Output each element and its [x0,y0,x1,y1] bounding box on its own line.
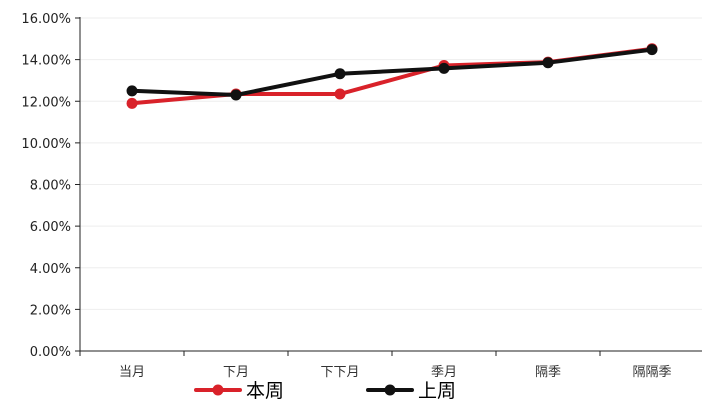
series-lines [126,43,658,109]
y-tick-label: 12.00% [21,95,71,110]
series-1-point [438,62,450,74]
x-tick-label: 下月 [223,365,249,380]
series-line-1 [130,47,654,97]
x-tick-label: 下下月 [320,365,359,380]
y-tick-label: 6.00% [30,220,71,235]
gridlines [80,17,702,310]
series-1-point [230,89,242,101]
x-tick-label: 隔隔季 [632,365,671,380]
series-1-point [542,57,554,69]
legend-label-0: 本周 [246,380,284,402]
y-tick-labels: 0.00% 2.00% 4.00% 6.00% 8.00% 10.00% 12.00% 14.… [21,12,71,360]
series-1-point [334,68,346,80]
legend-marker-1 [384,384,396,396]
series-1-point [126,85,138,97]
legend: 本周 上周 [194,380,456,402]
axes [75,17,702,356]
x-tick-label: 当月 [119,365,145,380]
y-tick-label: 0.00% [30,345,71,360]
y-tick-label: 16.00% [21,12,71,27]
legend-label-1: 上周 [418,380,456,402]
x-tick-labels: 当月 下月 下下月 季月 隔季 隔隔季 [119,365,672,380]
y-tick-label: 4.00% [30,262,71,277]
y-tick-label: 10.00% [21,137,71,152]
y-tick-label: 14.00% [21,54,71,69]
x-tick-label: 季月 [431,365,457,380]
series-1-point [646,44,658,56]
series-0-point [334,88,346,100]
y-tick-label: 2.00% [30,303,71,318]
legend-marker-0 [212,384,224,396]
x-tick-label: 隔季 [535,365,561,380]
series-0-point [126,97,138,109]
y-tick-label: 8.00% [30,179,71,194]
